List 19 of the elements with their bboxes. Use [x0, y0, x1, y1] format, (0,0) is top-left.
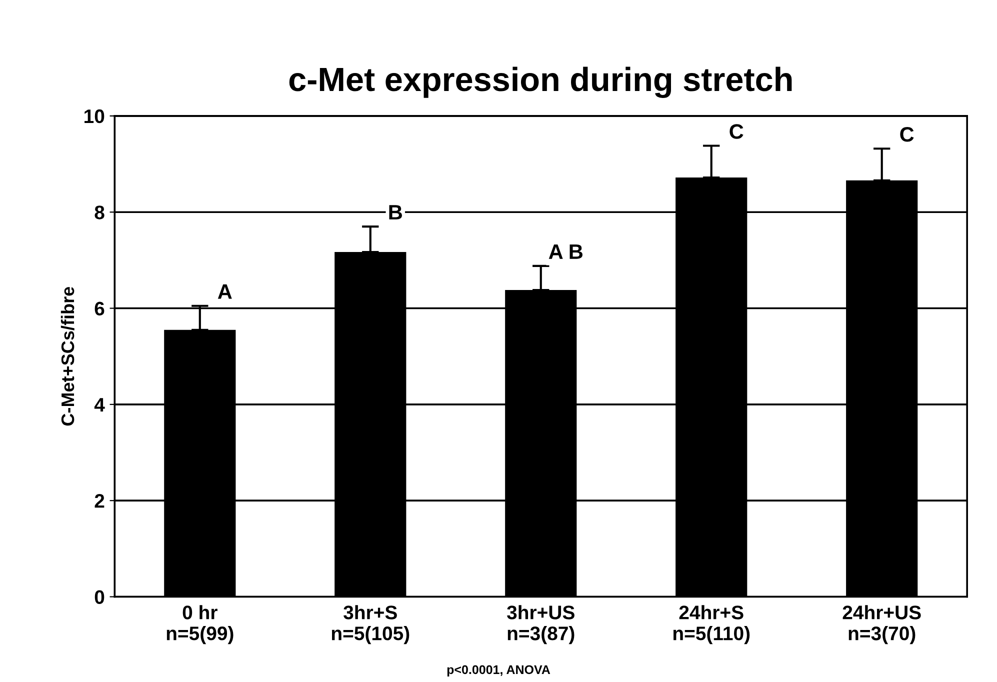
annotation: A	[218, 284, 232, 299]
x-tick-label: 3hr+S n=5(105)	[332, 605, 410, 644]
annotation: A B	[548, 244, 582, 259]
x-tick-label: 3hr+US n=3(87)	[507, 605, 574, 644]
y-tick-label: 4	[94, 398, 105, 412]
text: p<0.0001, ANOVA	[447, 665, 550, 677]
chart-title: c-Met expression during stretch	[289, 66, 792, 98]
x-tick-label: 24hr+US n=3(70)	[842, 605, 921, 644]
y-tick-label: 10	[84, 109, 104, 124]
y-tick-label: 8	[94, 206, 104, 220]
annotation: B	[389, 205, 402, 220]
annotation: C	[900, 126, 914, 142]
y-axis-title: C-Met+SCs/fibre	[60, 286, 74, 426]
y-tick-label: 2	[94, 494, 104, 508]
y-tick-label: 0	[94, 590, 104, 604]
x-tick-label: 24hr+S n=5(110)	[673, 605, 750, 644]
y-tick-label: 6	[94, 302, 104, 316]
annotation: C	[730, 124, 744, 139]
x-tick-label: 0 hr n=5(99)	[166, 605, 234, 644]
